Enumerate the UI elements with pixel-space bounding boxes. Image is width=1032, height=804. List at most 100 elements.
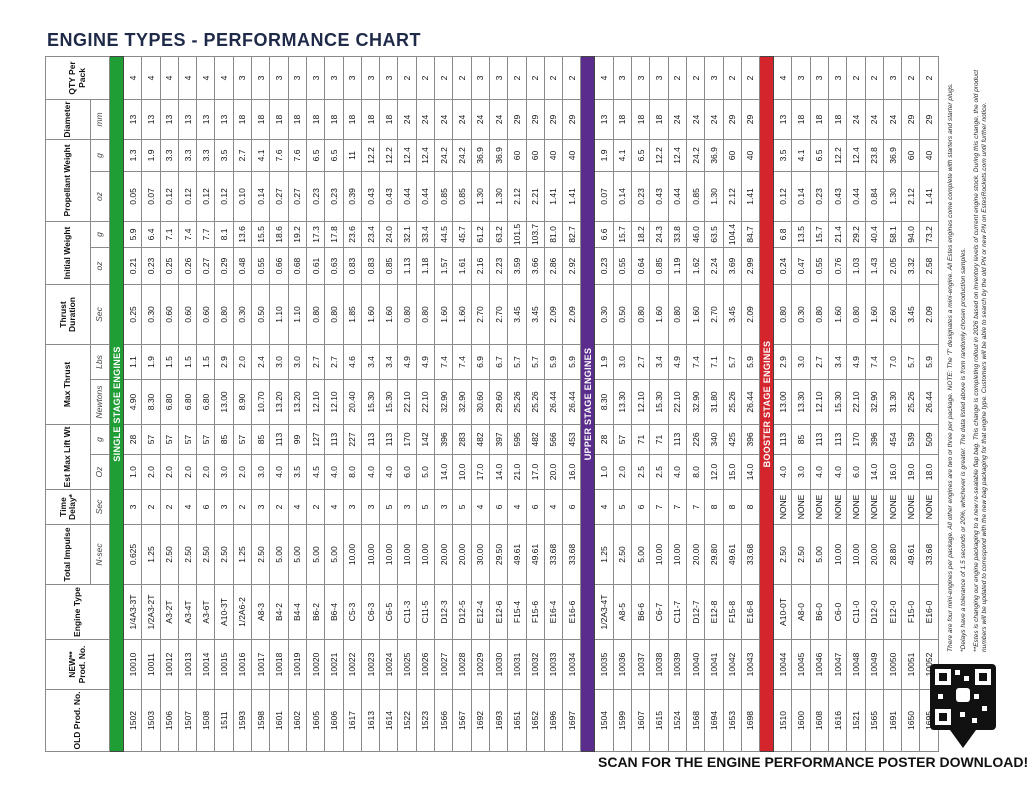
cell: 23.4 [361,221,380,248]
cell: 3 [269,56,289,100]
cell: 2 [160,489,179,525]
cell: 31.30 [883,379,902,425]
cell: 1/4A3-3T [123,584,142,640]
cell: 10034 [562,639,581,690]
engine-row: 1695 10052 E16-0 33.68 NONE 18.0 509 26.44 5.9 2.… [919,56,939,752]
column-header: QTY Per Pack [45,56,110,100]
cell: 1.41 [562,171,581,222]
cell: 2.23 [489,247,508,285]
cell: 2.7 [810,344,829,380]
cell: F15-0 [901,584,920,640]
cell: 2.7 [306,344,325,380]
cell: 73.2 [919,221,939,248]
cell: 4.6 [343,344,362,380]
cell: 0.84 [865,171,884,222]
cell: 2.05 [883,247,902,285]
cell: 3.66 [526,247,545,285]
cell: 2.70 [704,284,723,345]
cell: 29.60 [489,379,508,425]
cell: B6-0 [810,584,829,640]
cell: 57 [196,424,215,455]
cell: 0.85 [379,247,398,285]
cell: 6 [631,489,650,525]
cell: 3 [288,56,307,100]
cell: 16.0 [562,454,581,490]
cell: 4.0 [324,454,344,490]
cell: 2.12 [723,171,742,222]
cell: 10.00 [846,524,866,585]
cell: 4.9 [846,344,866,380]
engine-row: 1510 10044 A10-0T 2.50 NONE 4.0 113 13.00 2.9 0.8… [773,56,792,752]
unit-header: Sec [90,284,110,345]
cell: 23.6 [343,221,362,248]
cell: NONE [865,489,884,525]
cell: 2.0 [141,454,161,490]
cell: 26.44 [919,379,939,425]
cell: 15.30 [649,379,669,425]
cell: 18 [613,99,632,140]
cell: 94.0 [901,221,920,248]
cell: 10017 [251,639,270,690]
cell: 13 [773,99,792,140]
cell: B4-4 [288,584,307,640]
cell: 1.13 [397,247,417,285]
cell: 3.3 [196,139,215,172]
cell: 12.10 [810,379,829,425]
cell: 2.50 [160,524,179,585]
cell: 2.58 [919,247,939,285]
cell: 10.00 [828,524,847,585]
engine-row: 1607 10037 B6-6 5.00 6 2.5 71 12.10 2.7 0.80 0.64 1… [631,56,650,752]
cell: 60 [526,139,545,172]
cell: NONE [883,489,902,525]
cell: 7.1 [704,344,723,380]
cell: 0.60 [196,284,215,345]
cell: 3.69 [723,247,742,285]
cell: 13.20 [269,379,289,425]
cell: 3 [214,489,234,525]
cell: 24 [416,99,435,140]
cell: 0.30 [141,284,161,345]
cell: 3.4 [361,344,380,380]
cell: 1.57 [434,247,453,285]
cell: 6.0 [397,454,417,490]
cell: 13.30 [613,379,632,425]
cell: 4 [288,489,307,525]
engine-row: 1524 10039 C11-7 10.00 7 4.0 113 22.10 4.9 0.80 1.… [668,56,687,752]
cell: 283 [452,424,472,455]
cell: 13 [196,99,215,140]
cell: 24 [434,99,453,140]
cell: 4.5 [306,454,325,490]
cell: 12.2 [828,139,847,172]
cell: 2.9 [773,344,792,380]
cell: 1.60 [828,284,847,345]
cell: 2 [723,56,742,100]
cell: 7.4 [178,221,197,248]
cell: 2.24 [704,247,723,285]
cell: A8-5 [613,584,632,640]
cell: 0.05 [123,171,142,222]
cell: 15.7 [810,221,829,248]
cell: E16-0 [919,584,939,640]
cell: 24.2 [452,139,472,172]
cell: 4 [214,56,234,100]
unit-header: g [90,139,110,172]
cell: 1.41 [741,171,760,222]
cell: 30.60 [471,379,490,425]
cell: 103.7 [526,221,545,248]
cell: 1.60 [361,284,380,345]
cell: 2.7 [324,344,344,380]
cell: 22.10 [668,379,687,425]
cell: 1506 [160,689,179,752]
cell: 396 [434,424,453,455]
cell: 0.80 [668,284,687,345]
column-header: Est Max Lift Wt [45,424,91,490]
qr-dot [938,694,943,699]
cell: 10027 [434,639,453,690]
cell: 7.0 [883,344,902,380]
cell: 2.50 [773,524,792,585]
cell: 1.19 [668,247,687,285]
cell: 2.5 [631,454,650,490]
cell: E12-4 [471,584,490,640]
footnote: *Delays have a tolerance of 1.5 seconds … [959,247,967,652]
cell: 1.62 [686,247,705,285]
